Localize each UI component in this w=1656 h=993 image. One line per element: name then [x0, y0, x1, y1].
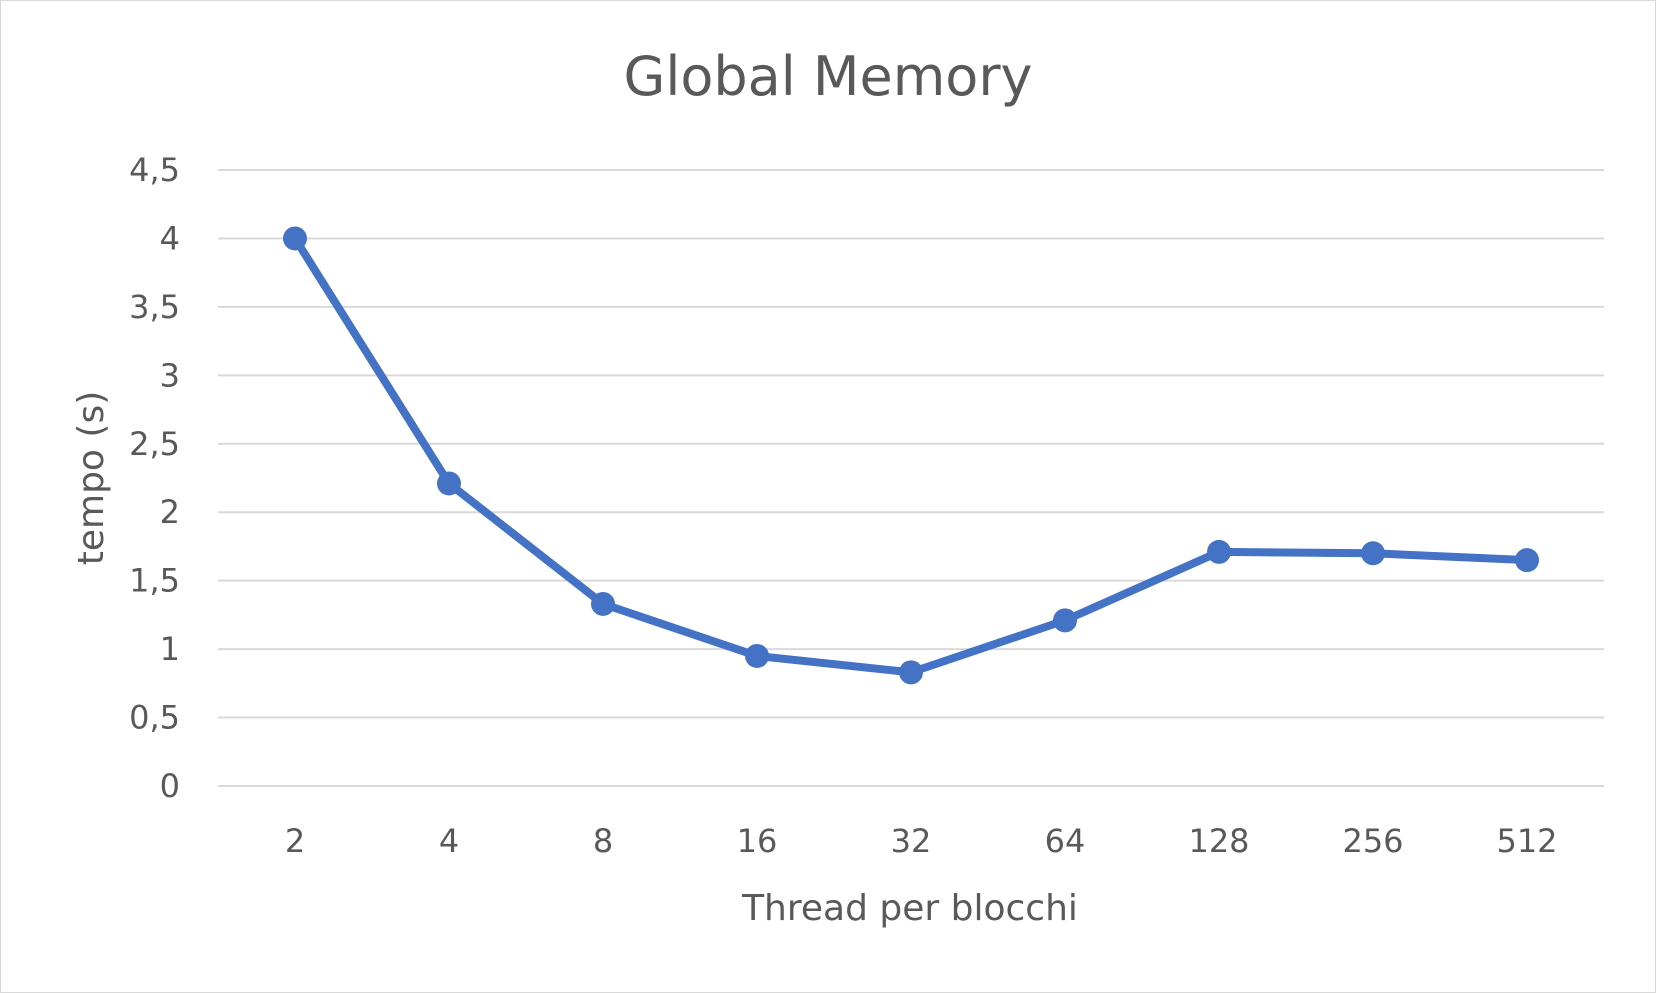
data-point — [1053, 608, 1077, 633]
data-point — [1207, 539, 1231, 564]
data-point — [591, 591, 615, 616]
y-tick-label: 3,5 — [129, 288, 180, 326]
data-point — [745, 643, 769, 668]
x-tick-label: 256 — [1342, 822, 1403, 860]
y-tick-label: 3 — [160, 356, 180, 394]
y-axis-ticks: 0 0,5 1 1,5 2 2,5 3 3,5 4 4,5 — [129, 151, 180, 805]
x-tick-label: 128 — [1188, 822, 1249, 860]
x-tick-label: 32 — [891, 822, 932, 860]
data-point — [1361, 541, 1385, 566]
y-tick-label: 1,5 — [129, 562, 180, 600]
data-point — [437, 471, 461, 496]
series-group — [283, 226, 1539, 685]
x-axis-ticks: 2 4 8 16 32 64 128 256 512 — [285, 822, 1558, 860]
y-tick-label: 4 — [160, 219, 180, 257]
chart-title: Global Memory — [623, 45, 1032, 108]
data-point — [899, 660, 923, 685]
y-tick-label: 1 — [160, 630, 180, 668]
y-axis-title: tempo (s) — [71, 391, 112, 566]
y-tick-label: 0 — [160, 767, 180, 805]
data-point — [1515, 548, 1539, 573]
y-tick-label: 4,5 — [129, 151, 180, 189]
x-tick-label: 4 — [439, 822, 459, 860]
x-tick-label: 8 — [593, 822, 613, 860]
data-point — [283, 226, 307, 251]
x-tick-label: 2 — [285, 822, 305, 860]
x-tick-label: 64 — [1045, 822, 1086, 860]
x-tick-label: 16 — [737, 822, 778, 860]
y-tick-label: 2 — [160, 493, 180, 531]
series-line — [291, 234, 1531, 677]
gridlines — [218, 169, 1604, 787]
y-tick-label: 2,5 — [129, 425, 180, 463]
x-tick-label: 512 — [1496, 822, 1557, 860]
y-tick-label: 0,5 — [129, 699, 180, 737]
x-axis-title: Thread per blocchi — [741, 888, 1078, 929]
